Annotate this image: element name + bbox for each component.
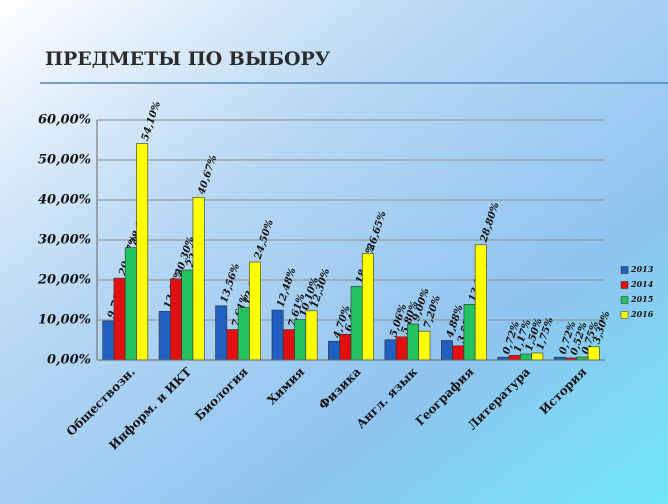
bar xyxy=(441,340,453,361)
legend-label: 2013 xyxy=(630,264,654,274)
bar xyxy=(271,309,284,361)
y-tick-label: 40,00% xyxy=(38,193,91,208)
bar xyxy=(102,320,115,361)
bar xyxy=(305,310,318,361)
bar xyxy=(282,329,295,361)
bar xyxy=(452,345,465,361)
bar xyxy=(384,339,397,361)
legend-swatch xyxy=(620,311,629,319)
y-tick-label: 30,00% xyxy=(38,233,91,248)
y-tick-label: 0,00% xyxy=(47,353,91,368)
y-tick-label: 50,00% xyxy=(38,153,91,168)
bar xyxy=(520,353,532,361)
bar xyxy=(237,307,250,361)
bar xyxy=(124,247,137,361)
chart-title: ПРЕДМЕТЫ ПО ВЫБОРУ xyxy=(45,48,331,70)
bar xyxy=(136,143,149,361)
bar xyxy=(328,340,341,361)
bar xyxy=(361,253,374,361)
bar xyxy=(170,278,182,361)
legend-label: 2015 xyxy=(630,294,654,304)
bar xyxy=(158,311,171,361)
legend-swatch xyxy=(620,296,629,304)
bar xyxy=(113,277,126,361)
y-tick-label: 10,00% xyxy=(38,313,91,328)
y-tick-label: 60,00% xyxy=(38,113,91,128)
bar xyxy=(339,333,352,361)
bar xyxy=(249,261,261,361)
bar xyxy=(407,323,420,361)
bar xyxy=(531,352,544,361)
legend-swatch xyxy=(620,281,629,289)
legend-label: 2016 xyxy=(630,309,654,319)
legend-label: 2014 xyxy=(630,279,654,289)
bar xyxy=(587,346,600,361)
y-tick-label: 20,00% xyxy=(37,273,91,288)
bar xyxy=(181,269,194,361)
legend-swatch xyxy=(620,266,629,274)
bar xyxy=(474,244,487,361)
bar xyxy=(463,304,476,361)
bar xyxy=(226,329,239,361)
bar xyxy=(350,286,363,361)
bar xyxy=(294,319,307,361)
bar xyxy=(395,336,408,361)
bar xyxy=(418,330,431,361)
bar xyxy=(192,197,205,361)
bar xyxy=(215,305,228,361)
bar xyxy=(508,355,521,361)
